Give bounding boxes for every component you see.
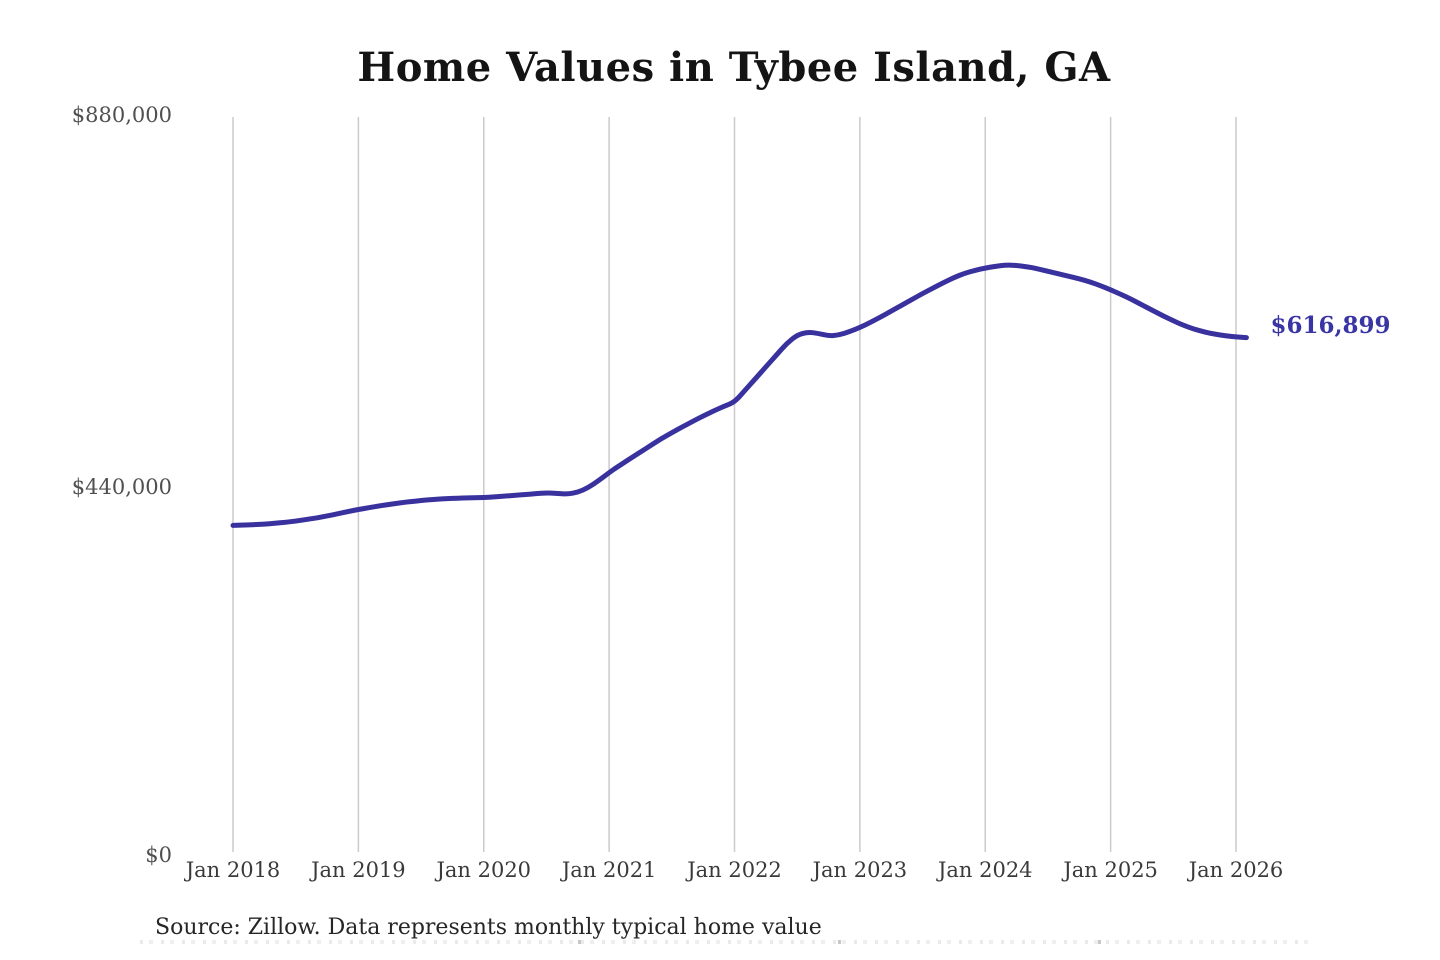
- x-axis-label: Jan 2020: [436, 858, 532, 882]
- x-axis: Jan 2018 Jan 2019 Jan 2020 Jan 2021 Jan 2022…: [0, 856, 1440, 886]
- x-axis-label: Jan 2024: [937, 858, 1033, 882]
- x-axis-label: Jan 2022: [687, 858, 782, 882]
- x-axis-label: Jan 2026: [1188, 858, 1284, 882]
- x-axis-label: Jan 2021: [561, 858, 657, 882]
- clipped-text-remnant: [140, 940, 1310, 944]
- latest-value-label: $616,899: [1270, 311, 1391, 339]
- home-value-line: [230, 262, 1249, 528]
- x-axis-label: Jan 2025: [1063, 858, 1158, 882]
- x-axis-label: Jan 2018: [185, 858, 281, 882]
- y-axis-label-880000: $880,000: [71, 103, 172, 127]
- y-axis-label-440000: $440,000: [71, 475, 172, 499]
- x-axis-label: Jan 2023: [812, 858, 908, 882]
- chart-title: Home Values in Tybee Island, GA: [357, 44, 1111, 91]
- source-note: Source: Zillow. Data represents monthly …: [155, 915, 822, 940]
- y-axis-label-0: $0: [145, 843, 172, 867]
- x-axis-label: Jan 2019: [311, 858, 406, 882]
